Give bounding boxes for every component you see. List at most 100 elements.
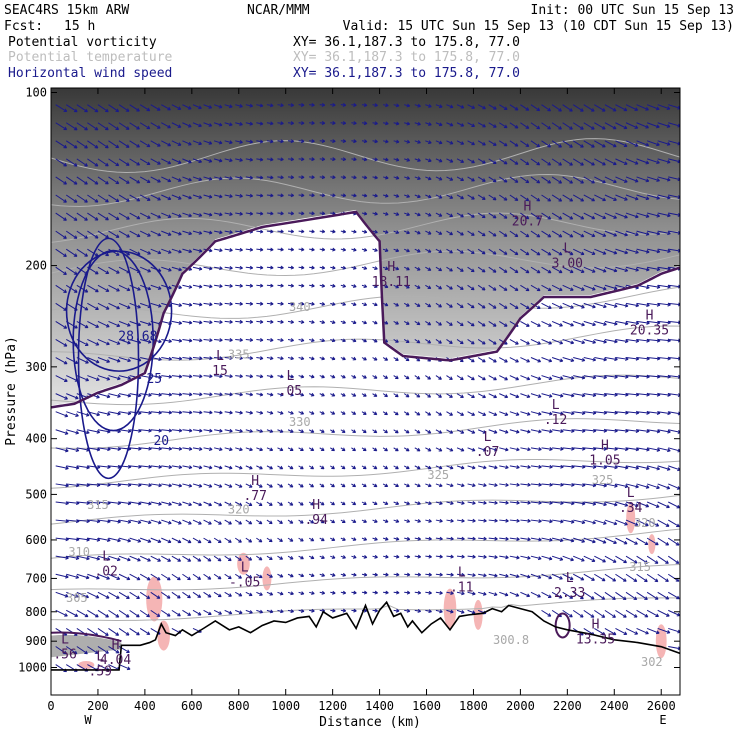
valid-time: Valid: 15 UTC Sun 15 Sep 13 (10 CDT Sun … [343,19,734,34]
arrow-icon [425,140,432,144]
arrow-icon [403,375,410,380]
arrow-icon [509,176,519,183]
arrow-icon [541,140,552,148]
arrow-icon [562,248,574,256]
arrow-icon [108,194,120,203]
pv-closed-contour [554,612,571,639]
arrow-icon [224,519,232,525]
arrow-icon [530,212,541,220]
arrow-icon [467,248,475,255]
theta-contour [51,418,680,449]
arrow-icon [467,266,475,273]
pv-tropopause-contour [51,210,680,409]
arrow-icon [604,176,617,184]
arrow-icon [277,338,284,342]
arrow-icon [541,158,552,166]
arrow-icon [235,392,243,397]
arrow-icon [161,483,172,488]
arrow-icon [245,537,253,543]
arrow-icon [108,646,120,654]
arrow-icon [583,357,597,362]
arrow-icon [171,230,182,236]
arrow-icon [150,392,162,397]
arrow-icon [256,319,264,324]
arrow-icon [477,212,486,219]
arrow-icon [551,230,563,238]
arrow-icon [139,555,151,562]
arrow-icon [214,230,223,235]
arrow-icon [446,518,454,523]
arrow-icon [76,447,90,452]
arrow-icon [615,248,629,255]
arrow-icon [266,356,274,361]
arrow-icon [182,140,192,146]
arrow-icon [625,140,639,147]
arrow-icon [161,176,172,183]
arrow-icon [330,193,336,198]
arrow-icon [224,230,233,234]
extreme-kind: L [241,560,249,575]
arrow-icon [383,554,389,559]
arrow-icon [477,104,486,110]
arrow-icon [298,193,305,198]
arrow-icon [266,392,274,397]
arrow-icon [372,357,378,361]
arrow-icon [192,302,203,307]
arrow-icon [404,157,411,162]
theta-contour [51,212,680,243]
arrow-icon [330,537,336,542]
arrow-icon [140,320,152,326]
arrow-icon [541,573,553,580]
arrow-icon [203,230,213,235]
theta-label: 335 [228,347,250,361]
arrow-icon [287,229,295,234]
arrow-icon [530,248,541,256]
arrow-icon [372,193,378,198]
arrow-icon [646,591,659,600]
arrow-icon [340,121,347,125]
arrow-icon [214,447,223,452]
arrow-icon [76,104,88,113]
arrow-icon [319,411,325,415]
arrow-icon [129,393,142,398]
arrow-icon [224,374,233,379]
arrow-icon [87,429,101,434]
arrow-icon [414,320,421,326]
arrow-icon [562,393,575,398]
arrow-icon [552,519,564,524]
arrow-icon [245,319,254,324]
arrow-icon [129,446,142,451]
arrow-icon [298,537,304,542]
arrow-icon [456,609,465,614]
arrow-icon [97,609,109,618]
arrow-icon [171,537,182,544]
arrow-icon [467,194,475,200]
extreme-value: -.05 [229,575,260,590]
arrow-icon [414,266,421,271]
arrow-icon [129,284,141,291]
extreme-value: .94 [304,513,328,528]
arrow-icon [140,284,152,291]
extreme-kind: H [592,618,600,633]
arrow-icon [414,609,422,613]
arrow-icon [213,122,223,127]
arrow-icon [256,301,264,306]
arrow-icon [414,501,421,506]
arrow-icon [129,628,140,636]
arrow-icon [330,102,336,107]
arrow-icon [245,283,254,288]
arrow-icon [203,194,213,199]
arrow-icon [319,157,326,162]
arrow-icon [404,248,410,253]
arrow-icon [213,501,223,507]
arrow-icon [319,501,325,506]
arrow-icon [171,176,182,182]
theta-contour [51,597,680,621]
arrow-icon [562,537,575,543]
arrow-icon [477,357,486,363]
arrow-icon [182,573,191,581]
arrow-icon [87,357,100,364]
arrow-icon [446,536,454,541]
arrow-icon [266,429,274,433]
arrow-icon [171,338,183,343]
